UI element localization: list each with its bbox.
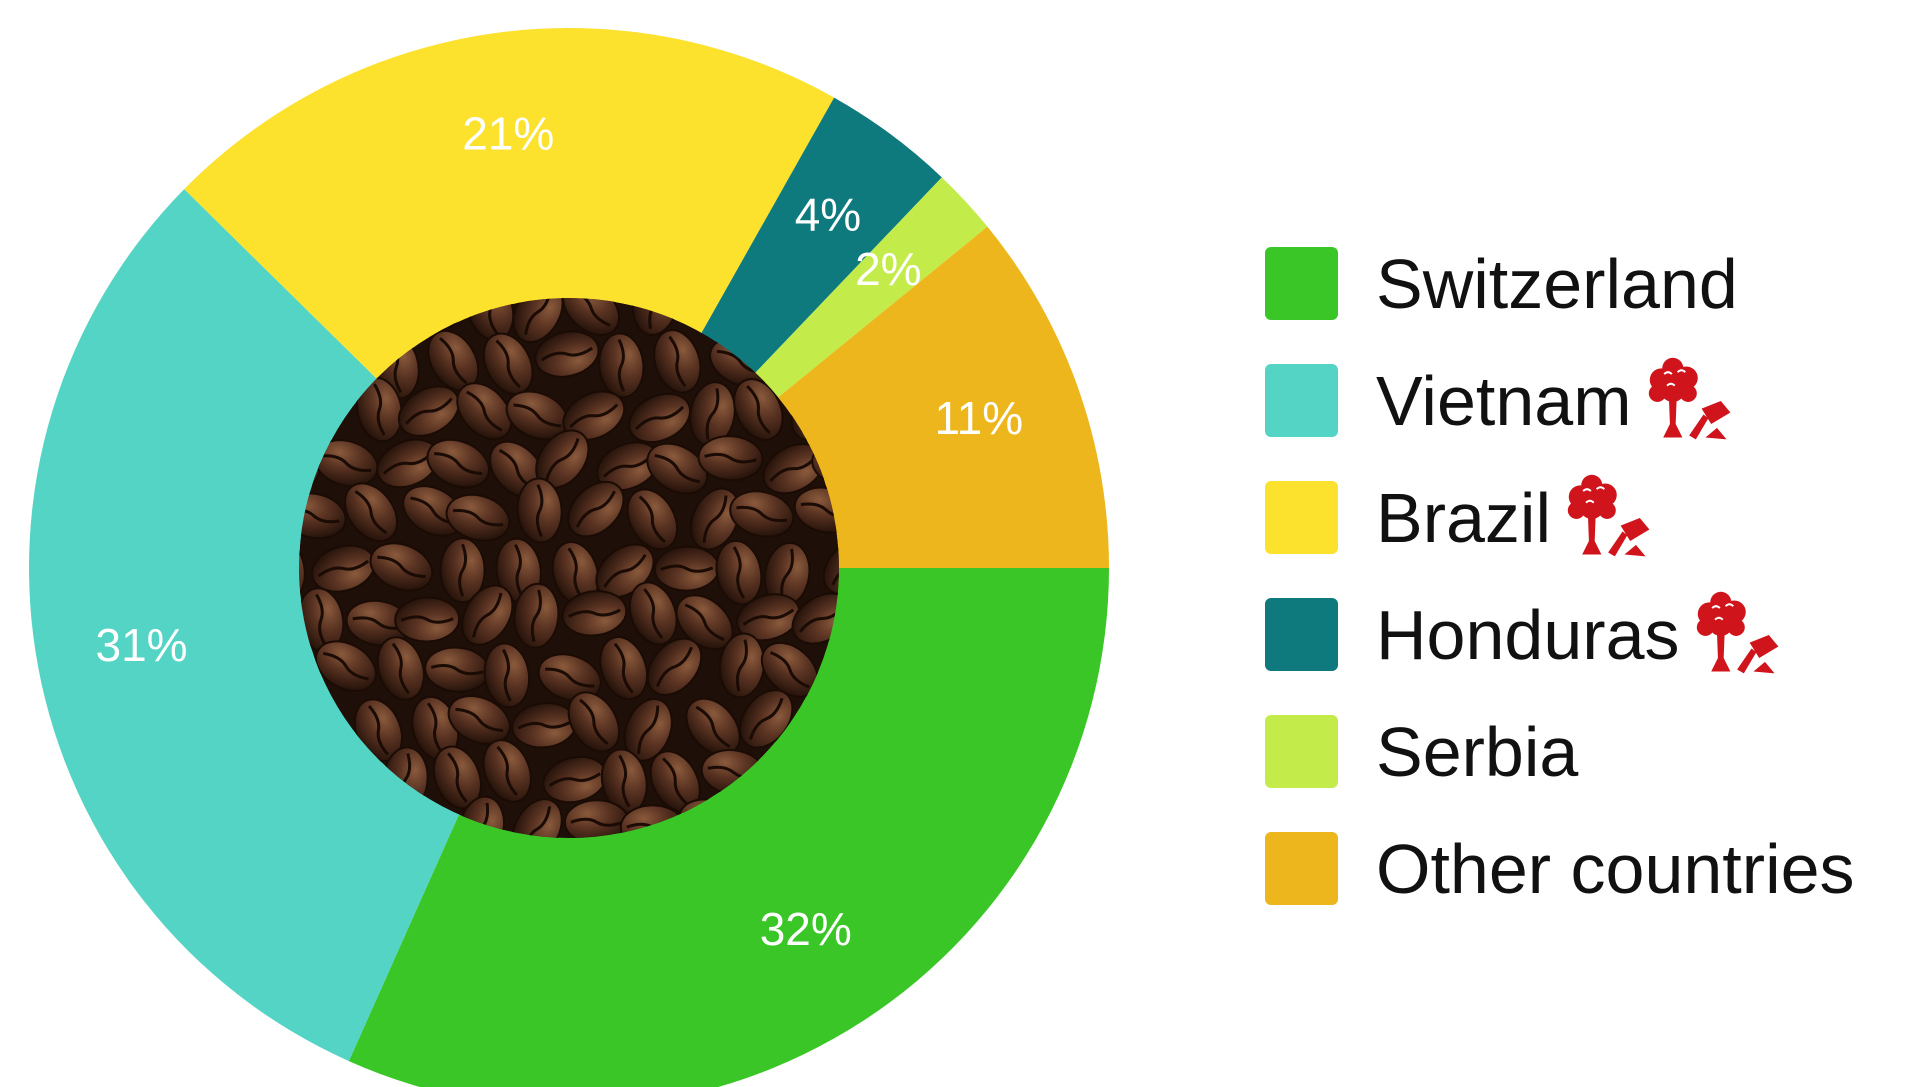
slice-label-switzerland: 32%	[760, 903, 852, 955]
slice-label-serbia: 2%	[855, 243, 921, 295]
deforestation-icon	[1696, 591, 1778, 673]
slice-label-other-countries: 11%	[934, 392, 1023, 444]
legend-item-vietnam: Vietnam	[1265, 342, 1855, 459]
legend-swatch	[1265, 715, 1338, 788]
deforestation-icon	[1648, 357, 1730, 439]
slice-label-vietnam: 31%	[96, 619, 188, 671]
legend-swatch	[1265, 247, 1338, 320]
deforestation-icon	[1567, 474, 1650, 556]
legend-item-other-countries: Other countries	[1265, 810, 1855, 927]
legend-label: Other countries	[1376, 829, 1855, 908]
legend-swatch	[1265, 598, 1338, 671]
slice-brazil	[184, 28, 835, 569]
legend: Switzerland Vietnam Brazil	[1265, 225, 1855, 927]
legend-swatch	[1265, 364, 1338, 437]
legend-label: Vietnam	[1376, 361, 1632, 440]
legend-item-serbia: Serbia	[1265, 693, 1855, 810]
legend-item-brazil: Brazil	[1265, 459, 1855, 576]
legend-item-honduras: Honduras	[1265, 576, 1855, 693]
legend-label: Serbia	[1376, 712, 1579, 791]
legend-label: Brazil	[1376, 478, 1552, 557]
legend-label: Honduras	[1376, 595, 1680, 674]
slice-label-honduras: 4%	[795, 189, 861, 241]
slice-vietnam	[28, 189, 569, 1062]
legend-swatch	[1265, 832, 1338, 905]
legend-item-switzerland: Switzerland	[1265, 225, 1855, 342]
slice-label-brazil: 21%	[462, 107, 554, 159]
legend-label: Switzerland	[1376, 244, 1738, 323]
legend-swatch	[1265, 481, 1338, 554]
